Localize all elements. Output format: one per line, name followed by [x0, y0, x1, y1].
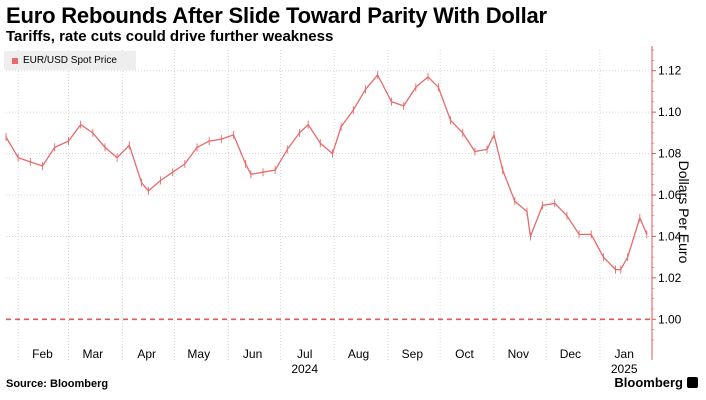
source-note: Source: Bloomberg [6, 378, 109, 390]
x-tick-label: Jan [615, 347, 634, 361]
x-year-label: 2024 [291, 362, 318, 376]
x-tick-label: Aug [348, 347, 369, 361]
x-tick-label: Jul [297, 347, 312, 361]
bloomberg-icon [687, 377, 698, 388]
x-tick-label: Mar [82, 347, 103, 361]
legend: EUR/USD Spot Price [4, 51, 136, 70]
y-tick-label: 1.02 [658, 271, 682, 285]
x-tick-label: Jun [243, 347, 262, 361]
x-tick-label: May [187, 347, 210, 361]
y-tick-label: 1.10 [658, 105, 682, 119]
x-tick-label: Nov [508, 347, 529, 361]
x-tick-label: Sep [402, 347, 424, 361]
y-tick-label: 1.06 [658, 188, 682, 202]
legend-swatch [12, 57, 18, 64]
x-tick-label: Oct [455, 347, 474, 361]
x-tick-label: Dec [560, 347, 581, 361]
y-axis-label: Dollars Per Euro [676, 160, 692, 264]
y-tick-label: 1.12 [658, 64, 682, 78]
chart-subtitle: Tariffs, rate cuts could drive further w… [6, 28, 334, 45]
series-line-eurusd [5, 74, 648, 271]
chart-title: Euro Rebounds After Slide Toward Parity … [6, 3, 547, 28]
legend-label: EUR/USD Spot Price [23, 55, 117, 66]
brand-name: Bloomberg [614, 375, 683, 390]
y-tick-label: 1.00 [658, 312, 682, 326]
brand-logo: Bloomberg [614, 375, 698, 390]
y-tick-label: 1.08 [658, 147, 682, 161]
y-tick-label: 1.04 [658, 229, 682, 243]
x-tick-label: Apr [137, 347, 156, 361]
x-tick-label: Feb [32, 347, 53, 361]
x-year-label: 2025 [611, 362, 638, 376]
